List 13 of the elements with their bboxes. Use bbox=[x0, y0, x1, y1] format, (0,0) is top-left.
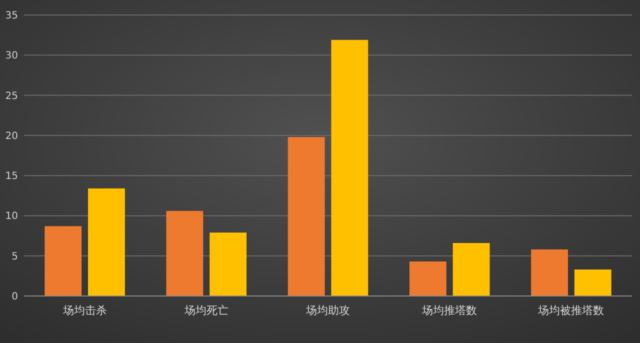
y-tick-label: 30 bbox=[5, 50, 18, 62]
x-tick-label: 场均被推塔数 bbox=[537, 304, 604, 317]
y-tick-label: 25 bbox=[5, 90, 18, 102]
y-tick-label: 0 bbox=[12, 292, 18, 302]
x-tick-label: 场均死亡 bbox=[183, 304, 228, 317]
x-tick-label: 场均助攻 bbox=[305, 304, 350, 317]
y-tick-label: 15 bbox=[5, 171, 18, 182]
y-tick-label: 5 bbox=[12, 251, 18, 262]
y-tick-label: 10 bbox=[5, 211, 18, 222]
y-tick-label: 35 bbox=[5, 10, 18, 22]
x-tick-label: 场均击杀 bbox=[62, 304, 107, 317]
y-tick-label: 20 bbox=[5, 130, 18, 142]
x-tick-label: 场均推塔数 bbox=[421, 304, 478, 317]
